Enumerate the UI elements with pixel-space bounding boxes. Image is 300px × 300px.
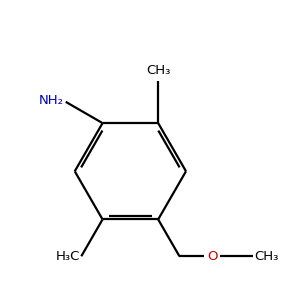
- Text: O: O: [207, 250, 217, 263]
- Text: H₃C: H₃C: [55, 250, 80, 263]
- Text: NH₂: NH₂: [39, 94, 64, 107]
- Text: CH₃: CH₃: [146, 64, 170, 77]
- Text: CH₃: CH₃: [255, 250, 279, 263]
